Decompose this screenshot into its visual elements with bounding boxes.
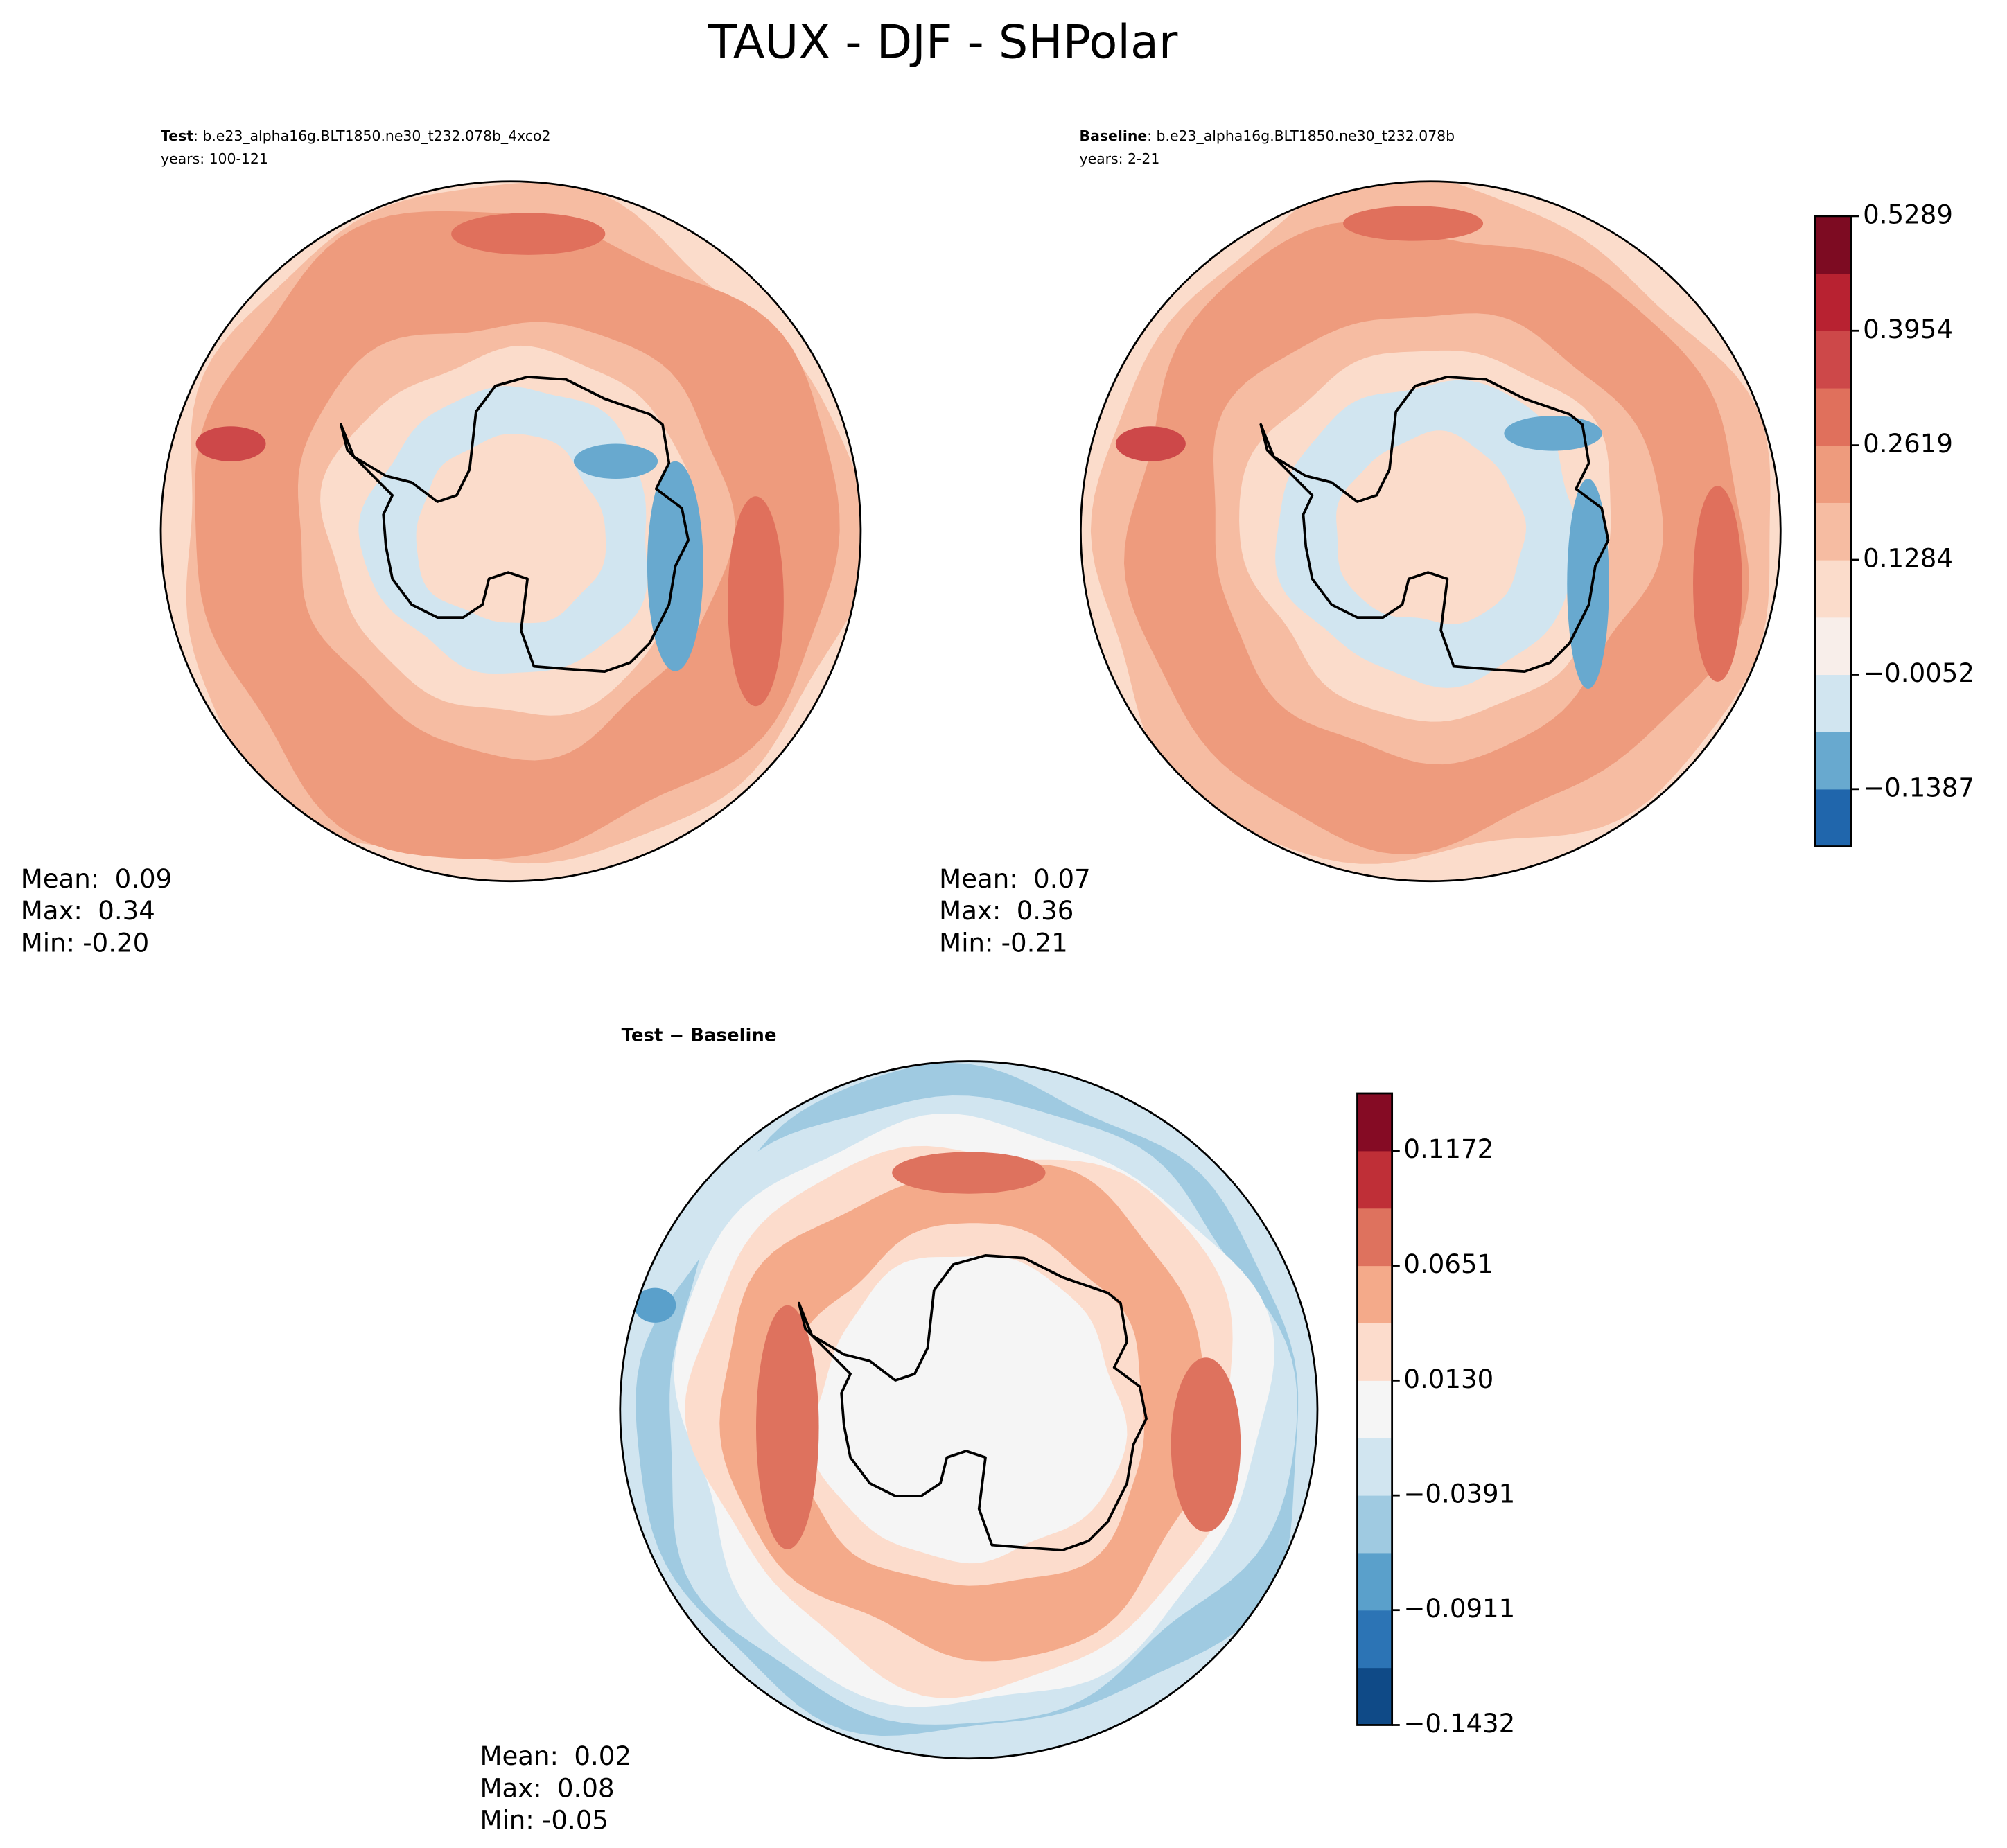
colorbar-tick-label: −0.1432: [1403, 1709, 1515, 1739]
contour-fill: [1567, 478, 1609, 689]
contour-fill: [195, 426, 266, 461]
panel-label-text: : b.e23_alpha16g.BLT1850.ne30_t232.078b: [1147, 127, 1455, 144]
stat-label: Max:: [21, 896, 82, 926]
stat-value: -0.05: [542, 1805, 608, 1835]
stat-label: Max:: [939, 896, 1001, 926]
colorbar-tick-label: 0.0651: [1403, 1249, 1493, 1279]
colorbar-tick-label: −0.1387: [1863, 773, 1974, 802]
colorbar-tick-label: −0.0391: [1403, 1479, 1515, 1509]
colorbar-band: [1357, 1208, 1392, 1267]
colorbar-tick-label: 0.0130: [1403, 1364, 1493, 1394]
colorbar-band: [1815, 732, 1852, 790]
map: [161, 181, 861, 881]
stat-value: 0.08: [557, 1773, 615, 1803]
stat: Min: -0.21: [939, 928, 1068, 958]
colorbar-band: [1357, 1552, 1392, 1611]
contour-fill: [1693, 486, 1742, 682]
panel-label: Test − Baseline: [622, 1025, 777, 1046]
colorbar-band: [1815, 617, 1852, 676]
map: [620, 1061, 1317, 1759]
stat-value: 0.09: [115, 863, 173, 893]
colorbar-band: [1357, 1495, 1392, 1554]
colorbar-tick-label: 0.2619: [1863, 429, 1953, 459]
stat: Max: 0.36: [939, 896, 1073, 926]
stat: Min: -0.05: [480, 1805, 608, 1835]
colorbar-band: [1815, 445, 1852, 503]
map-border: [1079, 180, 1782, 883]
figure-title: TAUX - DJF - SHPolar: [708, 15, 1178, 69]
colorbar-band: [1357, 1667, 1392, 1726]
stat: Mean: 0.07: [939, 863, 1091, 893]
colorbar-band: [1357, 1380, 1392, 1438]
stat-value: 0.07: [1033, 863, 1091, 893]
contour-fill: [451, 213, 606, 255]
colorbar-band: [1815, 502, 1852, 561]
contour-fill: [633, 1287, 676, 1323]
coastline: [340, 376, 690, 673]
colorbar-band: [1357, 1150, 1392, 1209]
panel-label: Test: b.e23_alpha16g.BLT1850.ne30_t232.0…: [161, 127, 550, 144]
contour-fill: [755, 1305, 819, 1549]
panel-subtitle: years: 100-121: [161, 150, 268, 167]
stat-label: Mean:: [939, 863, 1018, 893]
colorbar-band: [1357, 1438, 1392, 1496]
colorbar-frame: [1356, 1092, 1394, 1726]
stat-label: Mean:: [480, 1741, 559, 1770]
colorbar-band: [1357, 1093, 1392, 1152]
panel-subtitle: years: 2-21: [1080, 150, 1160, 167]
stat-value: 0.36: [1017, 896, 1074, 926]
contour-fill: [1115, 426, 1186, 461]
stat: Max: 0.08: [480, 1773, 614, 1803]
stat-value: 0.34: [98, 896, 155, 926]
stat: Min: -0.20: [21, 928, 150, 958]
stat-label: Min:: [480, 1805, 534, 1835]
stat-value: -0.20: [82, 928, 149, 958]
colorbar-band: [1357, 1265, 1392, 1323]
colorbar-tick-label: 0.3954: [1863, 315, 1953, 344]
panel-label: Baseline: b.e23_alpha16g.BLT1850.ne30_t2…: [1080, 127, 1455, 144]
coastline: [1259, 376, 1610, 673]
colorbar-tick-label: 0.1284: [1863, 543, 1953, 573]
contour-fill: [892, 1152, 1046, 1194]
stat-label: Mean:: [21, 863, 100, 893]
panel-label-bold: Test: [161, 127, 193, 144]
contour-fill: [573, 443, 658, 479]
contour-fill: [728, 496, 784, 707]
map: [1080, 181, 1781, 881]
colorbar-band: [1815, 674, 1852, 732]
panel-label-text: : b.e23_alpha16g.BLT1850.ne30_t232.078b_…: [193, 127, 551, 144]
colorbar-band: [1815, 388, 1852, 446]
colorbar-tick-label: −0.0911: [1403, 1594, 1515, 1623]
stat-label: Min:: [21, 928, 75, 958]
stat: Max: 0.34: [21, 896, 155, 926]
coastline: [797, 1254, 1148, 1551]
contour-fill: [1171, 1357, 1241, 1532]
stat-value: 0.02: [574, 1741, 631, 1770]
map-border: [159, 180, 862, 883]
map-border: [619, 1060, 1319, 1760]
colorbar-band: [1815, 560, 1852, 618]
stat-label: Max:: [480, 1773, 541, 1803]
colorbar-band: [1815, 789, 1852, 847]
panel-label-bold: Test − Baseline: [622, 1025, 777, 1046]
panel-label-bold: Baseline: [1080, 127, 1148, 144]
stat: Mean: 0.09: [21, 863, 173, 893]
colorbar-band: [1815, 215, 1852, 274]
colorbar-frame: [1814, 215, 1852, 847]
colorbar-band: [1357, 1610, 1392, 1669]
stat-label: Min:: [939, 928, 993, 958]
colorbar-tick-label: −0.0052: [1863, 658, 1974, 688]
contour-fill: [1343, 206, 1484, 241]
stat-value: -0.21: [1001, 928, 1068, 958]
colorbar-band: [1357, 1323, 1392, 1381]
contour-fill: [810, 1256, 1128, 1564]
colorbar-tick-label: 0.1172: [1403, 1134, 1493, 1164]
colorbar-tick-label: 0.5289: [1863, 200, 1953, 229]
stat: Mean: 0.02: [480, 1741, 631, 1770]
colorbar-band: [1815, 273, 1852, 331]
contour-fill: [1504, 416, 1602, 451]
colorbar-band: [1815, 331, 1852, 389]
